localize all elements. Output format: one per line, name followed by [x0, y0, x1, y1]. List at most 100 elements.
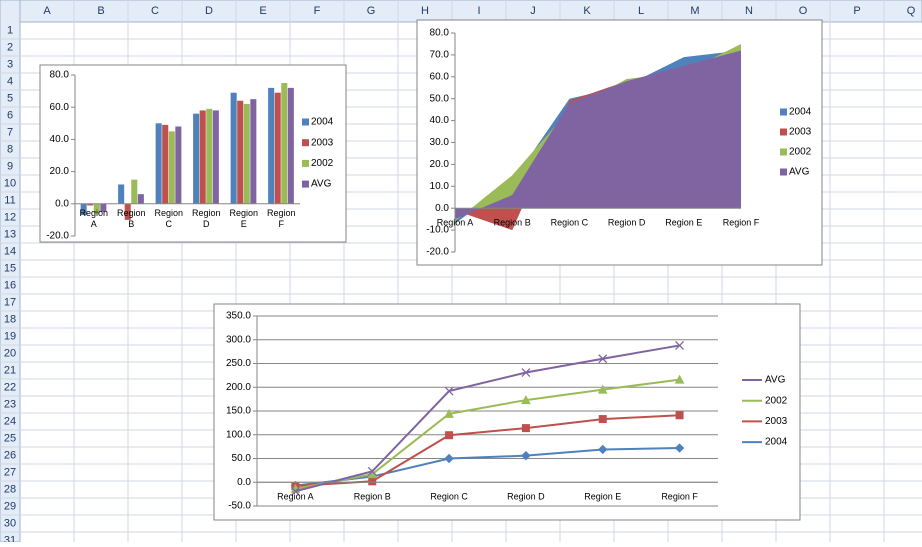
- row-number: 23: [4, 398, 16, 410]
- marker: [444, 386, 454, 396]
- legend-label: AVG: [789, 167, 810, 178]
- row-number: 26: [4, 449, 16, 461]
- row-number: 3: [7, 58, 13, 70]
- legend-swatch: [780, 148, 787, 156]
- y-tick-label: -20.0: [46, 231, 69, 242]
- column-letter: G: [367, 5, 376, 17]
- marker: [368, 477, 377, 486]
- row-number: 4: [7, 75, 13, 87]
- marker: [521, 395, 531, 405]
- column-letter: B: [97, 5, 104, 17]
- y-tick-label: 350.0: [226, 311, 251, 322]
- x-tick-label: Region F: [723, 218, 760, 228]
- row-number: 24: [4, 415, 16, 427]
- bar: [230, 92, 237, 204]
- bar: [193, 113, 200, 204]
- row-number: 13: [4, 228, 16, 240]
- bar: [281, 83, 288, 204]
- row-number: 12: [4, 211, 16, 223]
- legend-label: 2002: [765, 395, 788, 406]
- column-letter: J: [530, 5, 536, 17]
- y-tick-label: 0.0: [435, 203, 449, 214]
- y-tick-label: -10.0: [426, 225, 449, 236]
- bar: [175, 126, 182, 204]
- marker: [598, 444, 608, 455]
- marker: [445, 431, 454, 440]
- marker: [444, 453, 454, 464]
- chart: -50.0 0.0 50.0 100.0 150.0 200.0 250.0 300.0 350…: [213, 303, 801, 521]
- bar: [118, 184, 125, 204]
- row-number: 10: [4, 177, 16, 189]
- marker: [674, 374, 685, 384]
- y-tick-label: 10.0: [430, 181, 450, 192]
- area: [455, 50, 741, 220]
- x-label-box: Region E: [229, 207, 259, 229]
- legend-label: 2003: [789, 127, 812, 138]
- x-tick-label: Region E: [665, 218, 702, 228]
- marker: [290, 486, 300, 496]
- legend-label: 2004: [765, 437, 788, 448]
- y-tick-label: 150.0: [226, 406, 251, 417]
- marker: [367, 466, 377, 476]
- row-number: 31: [4, 534, 16, 542]
- row-number: 29: [4, 500, 16, 512]
- row-number: 14: [4, 245, 16, 257]
- bar: [93, 203, 100, 214]
- chart-area: [39, 64, 347, 243]
- bar: [131, 179, 138, 204]
- column-letter: D: [205, 5, 213, 17]
- bar: [168, 131, 175, 204]
- bar: [162, 124, 169, 204]
- column-letter: M: [690, 5, 699, 17]
- marker: [675, 411, 684, 420]
- x-tick-label: Region E: [229, 207, 259, 229]
- bar: [274, 92, 281, 204]
- row-number: 22: [4, 381, 16, 393]
- y-tick-label: 50.0: [232, 453, 252, 464]
- legend-label: 2002: [789, 147, 812, 158]
- marker: [597, 384, 608, 394]
- row-number: 21: [4, 364, 16, 376]
- row-number: 9: [7, 160, 13, 172]
- bar: [87, 203, 94, 206]
- legend-label: 2002: [311, 158, 334, 169]
- row-number: 2: [7, 41, 13, 53]
- column-letter: P: [853, 5, 860, 17]
- x-tick-label: Region B: [116, 207, 146, 229]
- marker: [521, 450, 531, 461]
- marker: [521, 424, 530, 433]
- x-tick-label: Region D: [608, 218, 646, 228]
- bar: [199, 110, 206, 204]
- x-tick-label: Region A: [79, 207, 109, 229]
- row-number: 1: [7, 24, 13, 36]
- row-number: 15: [4, 262, 16, 274]
- y-tick-label: 80.0: [50, 70, 70, 81]
- bar: [155, 123, 162, 204]
- y-tick-label: 200.0: [226, 382, 251, 393]
- bar: [268, 87, 275, 204]
- bar: [206, 108, 213, 204]
- row-number: 19: [4, 330, 16, 342]
- row-number: 16: [4, 279, 16, 291]
- bar: [137, 194, 144, 204]
- legend-swatch: [780, 168, 787, 176]
- marker: [675, 340, 685, 350]
- marker: [598, 415, 607, 424]
- row-number: 8: [7, 143, 13, 155]
- line: [295, 378, 680, 490]
- bar: [80, 203, 87, 216]
- x-tick-label: Region C: [430, 492, 468, 502]
- x-label-box: Region D: [192, 208, 221, 229]
- row-number: 18: [4, 313, 16, 325]
- chart: -20.0 -10.0 0.0 10.0 20.0 30.0 40.0 50.0 60.0 70.…: [416, 19, 823, 266]
- legend-swatch: [780, 108, 787, 116]
- y-tick-label: 40.0: [50, 134, 70, 145]
- column-letter: Q: [907, 5, 916, 17]
- row-number: 7: [7, 126, 13, 138]
- marker: [674, 443, 685, 453]
- y-tick-label: -50.0: [228, 501, 251, 512]
- legend-label: AVG: [311, 179, 332, 190]
- y-tick-label: 30.0: [430, 137, 450, 148]
- column-letter: N: [745, 5, 753, 17]
- legend-label: AVG: [765, 375, 786, 386]
